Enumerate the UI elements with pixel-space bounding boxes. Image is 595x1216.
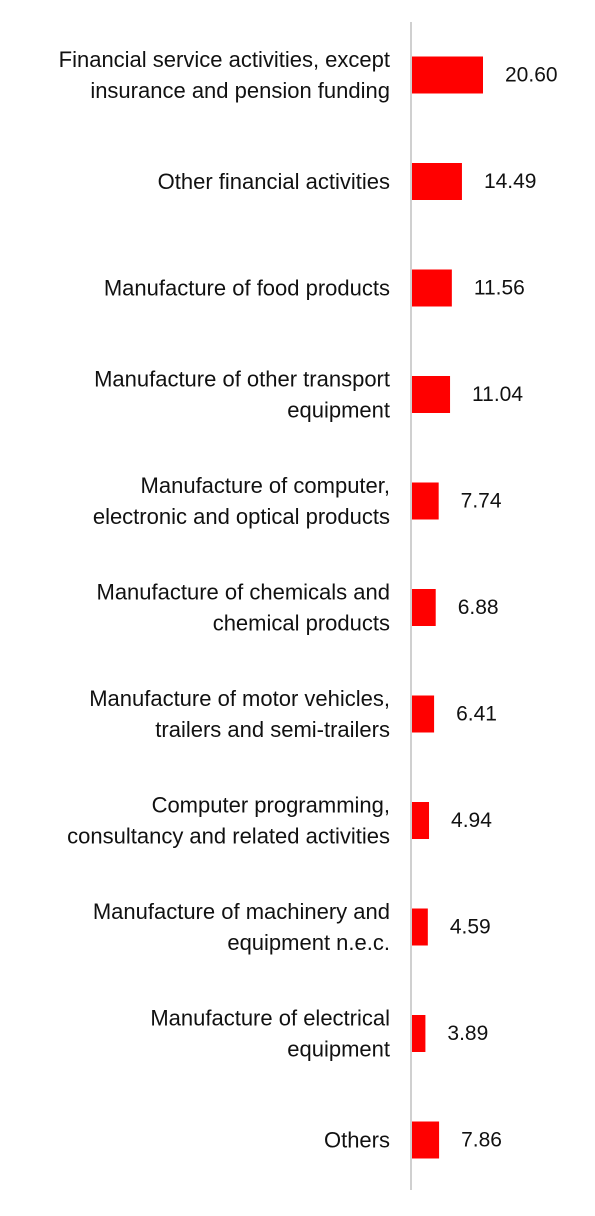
category-label: Manufacture of chemicals and [97,580,391,605]
category-label: Manufacture of computer, [141,473,390,498]
data-label: 3.89 [447,1022,488,1045]
category-label: chemical products [213,611,390,636]
bar [412,376,451,413]
bar [412,482,439,520]
category-label: equipment [287,1037,390,1062]
category-label: consultancy and related activities [67,824,390,849]
data-label: 7.74 [461,490,502,513]
data-label: 11.04 [472,383,523,406]
category-label: equipment n.e.c. [227,930,390,955]
category-label: Manufacture of other transport [94,367,390,392]
bar [412,163,462,200]
data-label: 6.88 [458,596,499,619]
category-label: Others [324,1128,390,1153]
bar [412,56,483,94]
category-label: Computer programming, [152,793,390,818]
data-label: 7.86 [461,1129,502,1152]
data-label: 4.94 [451,809,492,832]
category-label: trailers and semi-trailers [155,717,390,742]
bar [412,802,430,839]
category-label: Manufacture of electrical [150,1006,390,1031]
category-label: Financial service activities, except [59,47,390,72]
bar [412,1121,440,1159]
category-label: Other financial activities [158,169,390,194]
bar [412,269,452,307]
bar [412,1015,426,1052]
data-label: 14.49 [484,170,537,193]
category-label: equipment [287,398,390,423]
category-label: Manufacture of machinery and [93,899,390,924]
category-label: Manufacture of food products [104,276,390,301]
data-label: 20.60 [505,64,558,87]
category-label: Manufacture of motor vehicles, [89,686,390,711]
data-label: 6.41 [456,703,497,726]
bar [412,695,435,733]
category-label: insurance and pension funding [90,78,390,103]
category-label: electronic and optical products [93,504,390,529]
data-label: 11.56 [474,277,525,300]
bar [412,589,436,626]
bar [412,908,428,946]
data-label: 4.59 [450,916,491,939]
